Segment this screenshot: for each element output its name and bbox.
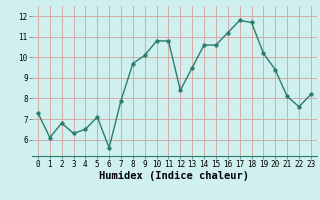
X-axis label: Humidex (Indice chaleur): Humidex (Indice chaleur) [100, 171, 249, 181]
